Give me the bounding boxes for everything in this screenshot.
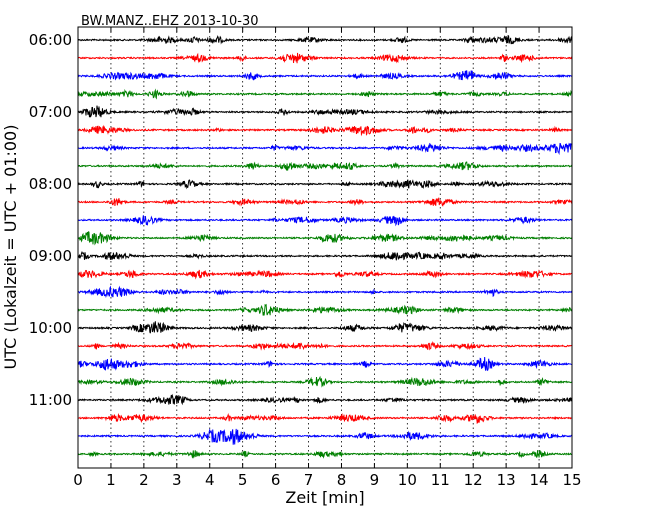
x-tick-label: 9 <box>370 471 380 489</box>
trace-row <box>77 450 573 459</box>
x-tick-label: 6 <box>271 471 281 489</box>
y-axis-label: UTC (Lokalzeit = UTC + 01:00) <box>1 125 20 370</box>
trace-row <box>77 250 573 261</box>
x-tick-label: 2 <box>139 471 149 489</box>
y-tick-label: 09:00 <box>29 247 72 265</box>
y-tick-label: 10:00 <box>29 319 72 337</box>
trace-row <box>77 161 573 171</box>
trace-row <box>77 285 573 298</box>
x-tick-label: 1 <box>106 471 116 489</box>
x-tick-label: 4 <box>205 471 215 489</box>
trace-row <box>77 197 573 207</box>
grid <box>110 27 540 468</box>
trace-row <box>77 303 573 316</box>
trace-row <box>77 412 573 425</box>
x-tick-label: 15 <box>562 471 581 489</box>
y-tick-label: 06:00 <box>29 31 72 49</box>
plot-frame <box>77 26 573 469</box>
trace-row <box>77 142 573 156</box>
x-tick-label: 7 <box>304 471 314 489</box>
x-axis-label: Zeit [min] <box>285 488 364 507</box>
chart-title: BW.MANZ..EHZ 2013-10-30 <box>81 14 259 29</box>
trace-row <box>77 269 573 280</box>
x-tick-label: 14 <box>530 471 549 489</box>
trace-row <box>77 105 573 118</box>
trace-row <box>77 88 573 100</box>
trace-row <box>77 52 573 64</box>
trace-row <box>77 70 573 81</box>
trace-row <box>77 375 573 388</box>
x-tick-label: 8 <box>337 471 347 489</box>
trace-row <box>77 34 573 45</box>
x-axis: 0 1 2 3 4 5 6 7 8 9 10 11 12 13 14 15 <box>73 27 582 489</box>
y-tick-label: 11:00 <box>29 391 72 409</box>
y-tick-label: 07:00 <box>29 103 72 121</box>
seismic-traces <box>77 34 573 459</box>
trace-row <box>77 357 573 372</box>
x-tick-label: 0 <box>73 471 83 489</box>
trace-row <box>77 231 573 246</box>
trace-row <box>77 179 573 190</box>
x-tick-label: 12 <box>464 471 483 489</box>
x-tick-label: 13 <box>497 471 516 489</box>
trace-row <box>77 124 573 137</box>
x-tick-label: 3 <box>172 471 182 489</box>
trace-row <box>77 321 573 334</box>
x-tick-label: 10 <box>398 471 417 489</box>
trace-row <box>77 393 573 406</box>
trace-row <box>77 340 573 351</box>
y-tick-label: 08:00 <box>29 175 72 193</box>
trace-row <box>77 428 573 445</box>
x-tick-label: 11 <box>431 471 450 489</box>
y-axis: 06:00 07:00 08:00 09:00 10:00 11:00 <box>29 31 572 409</box>
trace-row <box>77 215 573 227</box>
x-tick-label: 5 <box>238 471 248 489</box>
